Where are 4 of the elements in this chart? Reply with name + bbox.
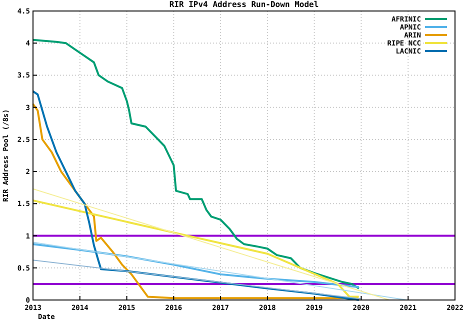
chart-title: RIR IPv4 Address Run-Down Model xyxy=(169,0,319,9)
line-series xyxy=(32,243,360,288)
line-series xyxy=(32,38,360,290)
line-series xyxy=(32,199,360,298)
